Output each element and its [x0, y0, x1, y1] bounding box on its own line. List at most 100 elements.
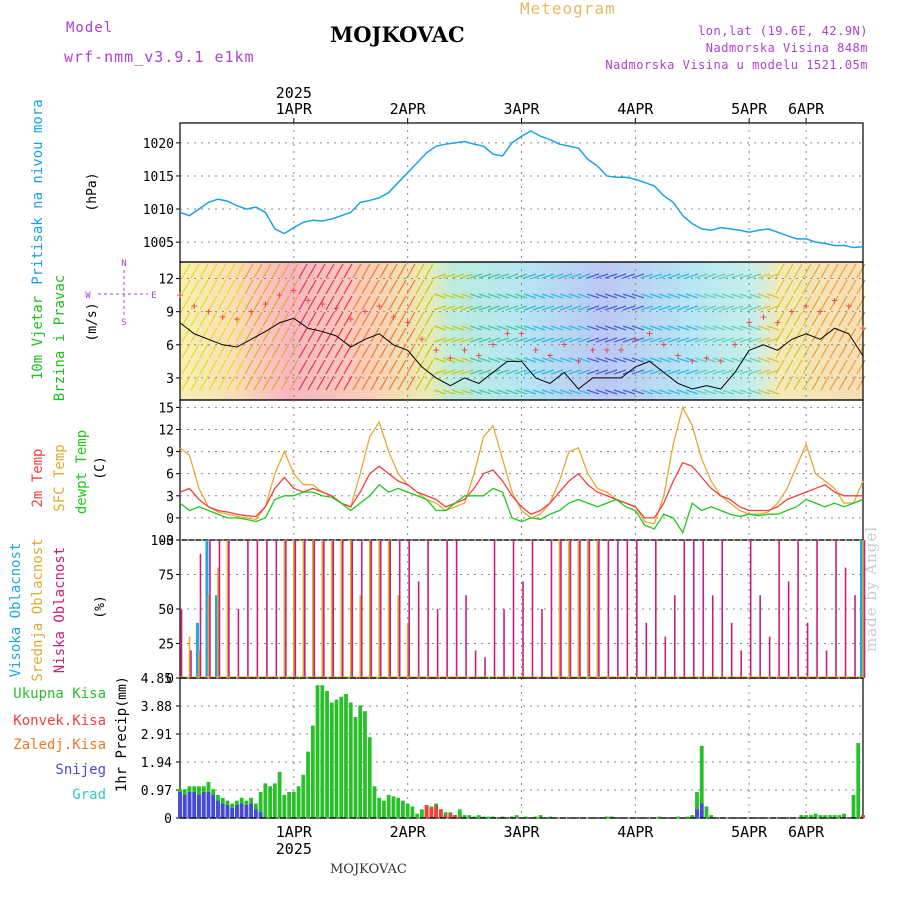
- wind-barb: [802, 263, 812, 279]
- wind-barb: [730, 273, 744, 279]
- total-rain-bar: [851, 794, 856, 818]
- total-rain-bar: [467, 815, 472, 818]
- wind-barb: [775, 311, 785, 327]
- total-rain-bar: [799, 815, 804, 818]
- wind-barb: [307, 263, 317, 279]
- wind-barb: [235, 311, 245, 327]
- wind-barb: [595, 369, 609, 375]
- wind-barb: [199, 343, 209, 359]
- wind-barb: [325, 375, 335, 391]
- wind-barb: [694, 369, 708, 375]
- wind-barb: [379, 263, 389, 279]
- wind-barb: [298, 263, 308, 279]
- wind-barb: [271, 295, 281, 311]
- wind-barb: [253, 359, 263, 375]
- wind-barb: [829, 375, 839, 391]
- wind-barb: [775, 359, 785, 375]
- compass-s: S: [121, 318, 126, 328]
- wind-barb: [676, 389, 690, 395]
- wind-barb: [667, 273, 681, 279]
- total-rain-bar: [808, 815, 813, 818]
- wind-barb: [541, 305, 555, 311]
- pressure-unit-label: (hPa): [85, 172, 100, 211]
- total-rain-bar: [263, 783, 268, 818]
- y-tick-label: 75: [158, 569, 174, 584]
- total-rain-bar: [268, 786, 273, 818]
- total-rain-bar: [486, 816, 491, 818]
- wind-barb: [595, 273, 609, 279]
- wind-barb: [316, 311, 326, 327]
- wind-barb: [730, 337, 744, 343]
- wind-barb: [388, 295, 398, 311]
- wind-barb: [793, 343, 803, 359]
- wind-barb: [775, 327, 785, 343]
- wind-barb: [748, 325, 762, 331]
- y-tick-label: 1005: [143, 236, 174, 251]
- wind-barb: [712, 293, 726, 299]
- wind-barb: [793, 311, 803, 327]
- wind-barb: [478, 337, 492, 343]
- total-rain-bar: [813, 813, 818, 818]
- bottom-day-tick-label: 2APR: [390, 823, 427, 841]
- wind-barb: [262, 311, 272, 327]
- wind-barb: [298, 295, 308, 311]
- y-tick-label: 6: [166, 339, 174, 354]
- wind-barb: [370, 295, 380, 311]
- wind-barb: [658, 337, 672, 343]
- wind-barb: [352, 327, 362, 343]
- wind-barb: [307, 311, 317, 327]
- wind-barb: [352, 295, 362, 311]
- page-title: MOJKOVAC: [330, 22, 465, 47]
- snow-bar: [244, 805, 249, 818]
- total-rain-bar: [377, 797, 382, 818]
- total-rain-bar: [339, 696, 344, 818]
- wind-barb: [847, 295, 857, 311]
- snow-bar: [699, 803, 704, 818]
- wind-barb: [604, 325, 618, 331]
- wind-barb: [613, 389, 627, 395]
- total-rain-bar: [510, 816, 514, 818]
- wind-barb: [784, 327, 794, 343]
- wind-gust-marker: +: [234, 313, 241, 326]
- wind-barb: [748, 369, 762, 375]
- wind-barb: [289, 327, 299, 343]
- wind-barb: [559, 389, 573, 395]
- wind-barb: [271, 311, 281, 327]
- wind-barb: [757, 325, 771, 331]
- wind-barb: [586, 293, 600, 299]
- wind-barb: [226, 263, 236, 279]
- wind-barb: [541, 273, 555, 279]
- wind-barb: [784, 263, 794, 279]
- wind-barb: [721, 369, 735, 375]
- wind-barb: [478, 273, 492, 279]
- wind-barb: [856, 279, 866, 295]
- wind-barb: [523, 357, 537, 363]
- wind-barb: [721, 357, 735, 363]
- wind-barb: [496, 389, 510, 395]
- wind-gust-marker: +: [205, 305, 212, 318]
- wind-barb: [820, 327, 830, 343]
- wind-barb: [748, 305, 762, 311]
- wind-barb: [829, 343, 839, 359]
- wind-barb: [505, 337, 519, 343]
- wind-barb: [577, 357, 591, 363]
- wind-barb: [388, 311, 398, 327]
- wind-barb: [577, 369, 591, 375]
- wind-barb: [739, 337, 753, 343]
- wind-barb: [613, 273, 627, 279]
- wind-barb: [622, 389, 636, 395]
- wind-barb: [631, 389, 645, 395]
- wind-barb: [262, 343, 272, 359]
- wind-barb: [667, 369, 681, 375]
- wind-barb: [460, 293, 474, 299]
- y-tick-label: 1015: [143, 170, 174, 185]
- temp-axis-label-3: dewpt Temp: [74, 430, 90, 514]
- wind-barb: [577, 337, 591, 343]
- wind-barb: [316, 279, 326, 295]
- total-rain-bar: [704, 806, 709, 818]
- dewpoint-line: [179, 483, 864, 535]
- snow-bar: [695, 809, 699, 818]
- wind-barb: [595, 337, 609, 343]
- precip-legend-1: Ukupna Kisa: [13, 686, 106, 702]
- total-rain-bar: [258, 792, 263, 818]
